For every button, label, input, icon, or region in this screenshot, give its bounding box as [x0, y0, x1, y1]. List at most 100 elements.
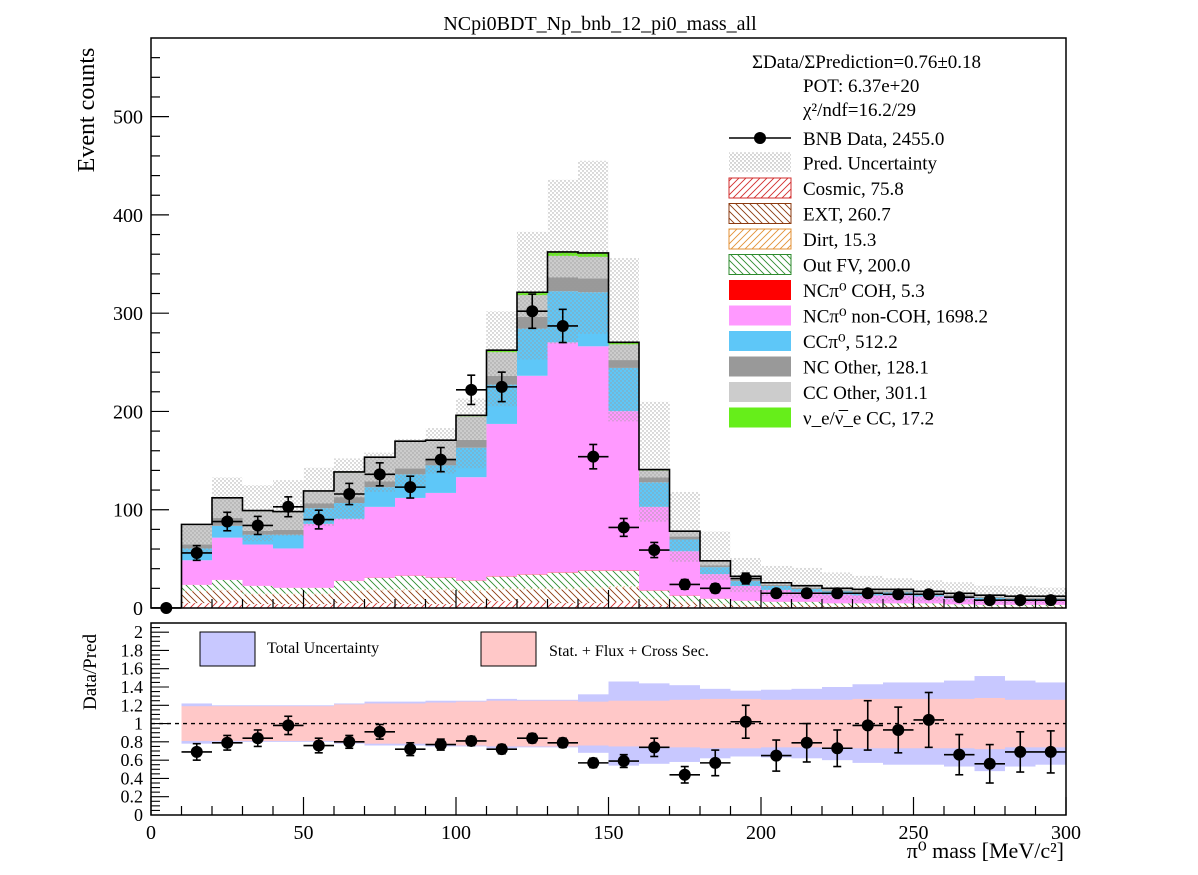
stats-pot: POT: 6.37e+20: [803, 76, 919, 97]
stack-bar: [456, 477, 487, 581]
top-y-tick-label: 500: [113, 107, 143, 129]
stack-bar: [395, 589, 426, 591]
legend-data-label: BNB Data, 2455.0: [803, 129, 944, 150]
data-point: [312, 513, 325, 526]
ratio-point: [282, 719, 295, 732]
legend-label: NC Other, 128.1: [803, 358, 929, 379]
stack-bar: [273, 534, 304, 549]
stack-bar: [486, 589, 517, 602]
stack-bar: [547, 588, 578, 590]
stack-bar: [303, 594, 334, 605]
top-y-tick-label: 0: [133, 598, 143, 620]
data-point: [922, 588, 935, 601]
ratio-point: [800, 736, 813, 749]
stack-bar: [944, 604, 975, 607]
stack-bar: [547, 603, 578, 608]
stack-bar: [212, 590, 243, 603]
stack-bar: [425, 492, 456, 578]
legend-swatch: [729, 356, 791, 377]
stack-bar: [425, 590, 456, 605]
x-tick-label: 50: [294, 822, 314, 844]
stack-bar: [578, 603, 609, 608]
uncertainty-bin: [639, 401, 670, 522]
stack-bar: [1035, 606, 1066, 608]
legend-swatch: [728, 203, 792, 224]
ratio-point: [709, 756, 722, 769]
top-y-axis: 0 100 200 300 400 500: [113, 57, 169, 620]
stack-bar: [364, 577, 395, 590]
uncertainty-bin: [456, 398, 487, 469]
x-tick-label: 100: [441, 822, 471, 844]
stack-bar: [303, 587, 334, 594]
data-point: [221, 515, 234, 528]
bottom-y-tick-label: 0.6: [121, 750, 144, 770]
stack-bar: [334, 603, 365, 608]
stack-bar: [578, 587, 609, 589]
legend-swatch: [729, 407, 791, 428]
stack-bar: [486, 423, 517, 577]
data-point: [495, 380, 508, 393]
ratio-point: [1044, 745, 1057, 758]
stack-bar: [456, 580, 487, 591]
top-y-tick-label: 300: [113, 303, 143, 325]
stack-bar: [273, 604, 304, 608]
stack-bar: [181, 560, 212, 585]
stack-bar: [212, 525, 243, 538]
stack-bar: [486, 576, 517, 589]
stack-bar: [273, 594, 304, 605]
data-point: [678, 578, 691, 591]
stack-bar: [181, 591, 212, 604]
x-tick-label: 200: [746, 822, 776, 844]
legend-swatch: [729, 382, 791, 402]
top-y-tick-label: 400: [113, 205, 143, 227]
stack-bar: [852, 603, 883, 606]
data-point: [190, 546, 203, 559]
stack-bar: [456, 603, 487, 608]
stack-bar: [303, 604, 334, 608]
stack-bar: [212, 537, 243, 580]
prediction-outline: [151, 251, 1066, 608]
stack-bar: [242, 604, 273, 608]
stack-bar: [700, 604, 731, 608]
data-point: [251, 519, 264, 532]
stack-bar: [608, 570, 639, 587]
data-point: [434, 453, 447, 466]
stack-bar: [974, 606, 1005, 608]
stack-bar: [303, 523, 334, 588]
stack-bar: [639, 605, 670, 608]
bottom-y-tick-label: 1.2: [121, 695, 144, 715]
x-tick-label: 0: [146, 822, 156, 844]
stack-bar: [944, 606, 975, 608]
legend-data-marker: [754, 132, 766, 144]
bottom-y-tick-label: 0.4: [121, 768, 144, 788]
stack-bar: [578, 588, 609, 604]
data-point: [1014, 594, 1027, 607]
legend-label: Cosmic, 75.8: [803, 179, 904, 200]
stack-bar: [608, 602, 639, 608]
stack-bar: [608, 586, 639, 588]
stack-bar: [181, 584, 212, 591]
legend-label: EXT, 260.7: [803, 205, 891, 226]
bottom-y-tick-label: 0.2: [121, 787, 144, 807]
stack-bar: [517, 574, 548, 589]
data-point: [556, 319, 569, 332]
stack-bar: [547, 589, 578, 604]
stack-bar: [639, 599, 670, 606]
stack-bar: [669, 602, 700, 607]
bottom-y-tick-label: 2: [134, 622, 143, 642]
stack-bar: [486, 601, 517, 608]
legend-label: Dirt, 15.3: [803, 230, 876, 251]
legend-label: NCπ⁰ COH, 5.3: [803, 281, 925, 302]
chart-title: NCpi0BDT_Np_bnb_12_pi0_mass_all: [443, 13, 757, 35]
stack-bar: [334, 518, 365, 581]
stack-bar: [913, 605, 944, 608]
ratio-point: [861, 719, 874, 732]
ratio-points: [181, 691, 1066, 784]
legend-label: ν_e/ν̅_e CC, 17.2: [803, 409, 934, 430]
stack-bar: [242, 544, 273, 586]
stack-bar: [791, 605, 822, 608]
stack-bar: [364, 590, 395, 604]
data-point: [648, 544, 661, 557]
data-point: [739, 572, 752, 585]
data-point: [282, 500, 295, 513]
